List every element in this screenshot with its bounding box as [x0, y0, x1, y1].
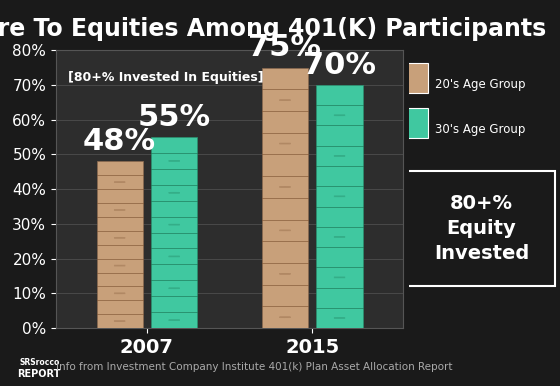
Text: 20's Age Group: 20's Age Group [435, 78, 525, 91]
Text: 70%: 70% [303, 51, 376, 80]
FancyBboxPatch shape [407, 108, 428, 138]
Bar [262, 68, 308, 328]
Bar [316, 85, 363, 328]
Text: 55%: 55% [138, 103, 211, 132]
Text: 48%: 48% [83, 127, 156, 156]
Text: 75%: 75% [249, 33, 321, 62]
FancyBboxPatch shape [407, 63, 428, 93]
Bar [96, 161, 143, 328]
Text: Exposure To Equities Among 401(K) Participants: Exposure To Equities Among 401(K) Partic… [0, 17, 546, 41]
Text: 30's Age Group: 30's Age Group [435, 123, 525, 136]
Text: info from Investment Company Institute 401(k) Plan Asset Allocation Report: info from Investment Company Institute 4… [56, 362, 452, 372]
Text: SRSrocco: SRSrocco [19, 357, 59, 367]
Text: REPORT: REPORT [17, 369, 61, 379]
FancyBboxPatch shape [406, 171, 556, 286]
Text: 80+%
Equity
Invested: 80+% Equity Invested [434, 194, 529, 263]
Bar [151, 137, 197, 328]
Text: [80+% Invested In Equities]: [80+% Invested In Equities] [68, 71, 263, 84]
